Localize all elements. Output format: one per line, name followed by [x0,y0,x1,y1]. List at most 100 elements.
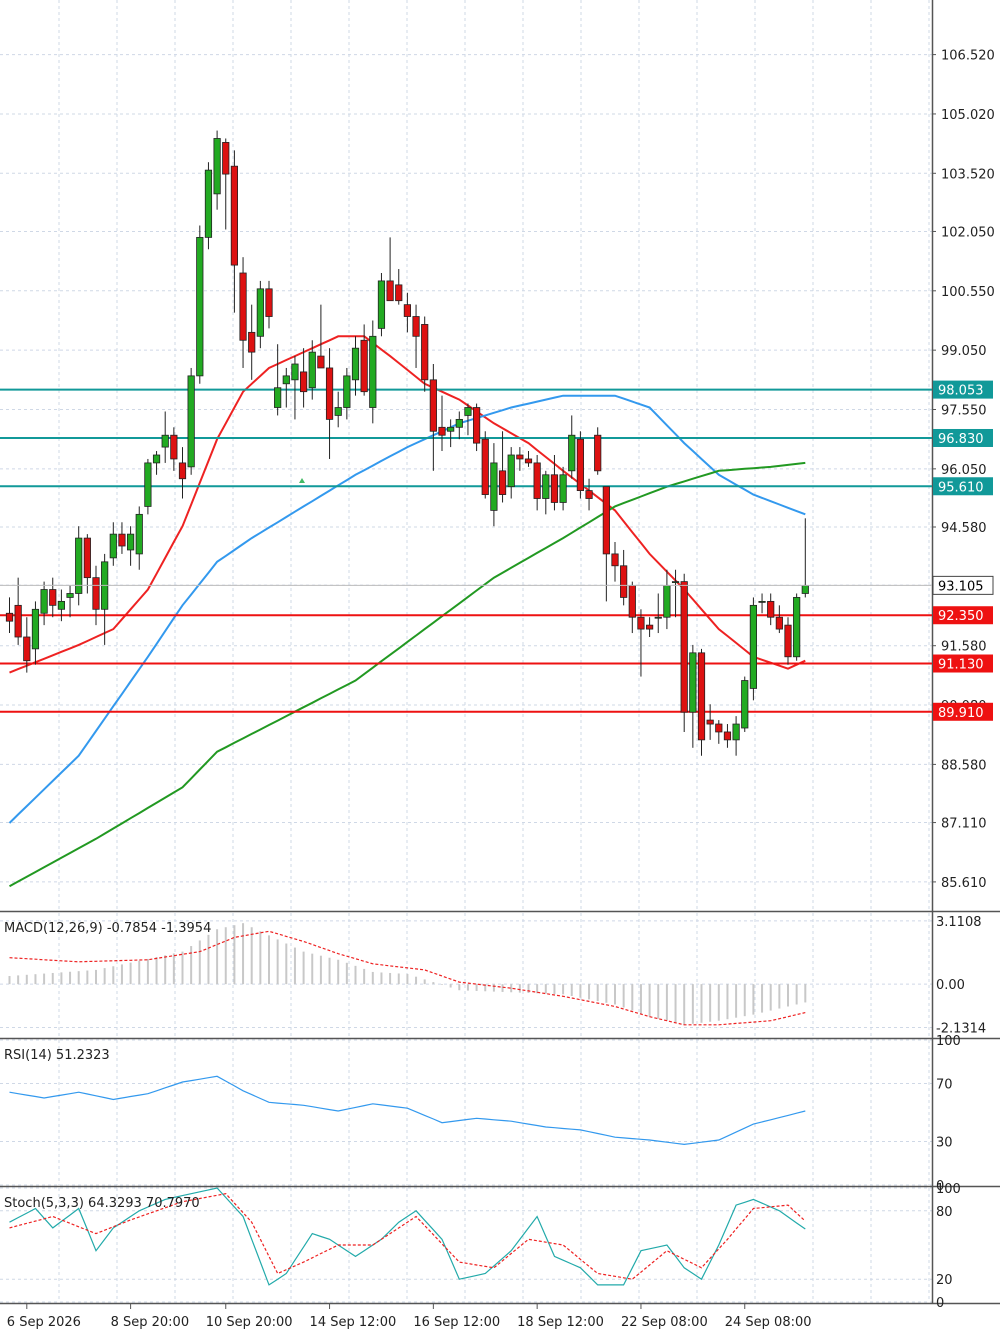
candle-body [732,723,740,741]
candle-body [196,236,204,377]
candle-body [135,513,143,555]
moving-average-line [9,335,806,674]
candle [741,676,749,732]
candle [377,273,386,337]
candle-body [325,367,334,420]
candle-body [585,490,593,499]
candle [40,581,48,626]
candle-body [481,438,489,495]
candle-body [299,371,308,393]
candle [550,455,559,511]
candle-body [351,347,360,381]
candle [308,340,316,400]
time-tick-label: 18 Sep 12:00 [517,1315,604,1330]
level-price-label: 95.610 [938,480,984,495]
candle-body [715,723,723,733]
candle-body [49,589,57,606]
candle [31,601,40,665]
candle [620,549,628,606]
level-price-label: 89.910 [938,706,984,721]
candle [170,427,178,471]
candle [386,237,394,302]
macd-signal-line [9,930,806,1026]
candle-body [118,533,126,547]
candle [542,470,550,515]
candle-body [144,462,152,507]
candle [646,617,654,637]
candle [663,569,671,630]
candle [680,573,688,732]
candle [524,451,533,467]
candle [239,257,247,368]
rsi-tick-label: 0 [936,1179,944,1194]
candle-body [490,462,498,511]
candle [204,162,213,250]
candle [784,617,792,665]
candle-body [230,165,238,266]
candle [222,138,230,230]
candle [49,577,57,618]
candle-body [498,470,507,495]
candle-body [178,462,187,480]
candle-body [403,304,412,317]
candle-body [801,585,809,594]
price-tick-label: 97.550 [941,404,987,419]
candle [689,644,697,748]
candle-body [663,585,671,618]
candle [472,403,481,452]
macd-histogram [8,923,807,1025]
candle [447,419,455,448]
candle [291,356,299,420]
candle [118,522,126,554]
candle [490,443,498,527]
candle-body [767,600,775,618]
candle [421,316,429,392]
candle-body [395,284,403,302]
level-price-tag [933,702,993,721]
price-tick-label: 102.050 [941,225,995,240]
candle-body [542,474,550,499]
stoch-main-line [9,1187,806,1286]
candle [196,225,204,384]
time-tick-label: 14 Sep 12:00 [310,1315,397,1330]
candle-body [594,434,602,472]
candle-body [775,616,783,630]
rsi-line [9,1075,806,1146]
candle-body [611,553,619,567]
candle-body [524,458,533,464]
candle-body [559,474,567,503]
candle-body [447,426,455,432]
candle-body [507,454,515,488]
level-price-label: 91.130 [938,658,984,673]
candle [732,716,740,756]
candle-body [204,169,213,238]
candle-body [628,585,636,618]
candle [135,506,143,570]
candle [533,455,541,511]
candle-body [274,387,282,408]
candle-body [222,142,230,175]
price-tick-label: 88.580 [941,758,987,773]
macd-tick-label: 3.1108 [936,915,982,930]
price-tick-label: 103.520 [941,167,995,182]
candle-body [152,454,161,464]
moving-average-line [8,394,806,824]
price-tick-label: 106.520 [941,49,995,64]
level-price-tag [933,606,993,625]
candle [671,569,680,618]
price-tick-label: 96.050 [941,463,987,478]
candle-body [343,375,351,408]
candle-body [256,288,264,337]
candle [758,593,766,614]
candle [351,336,360,396]
candle [343,367,351,420]
candle [14,577,22,645]
candle [464,403,472,436]
candle-body [793,597,801,658]
candle [334,391,342,428]
stoch-tick-label: 0 [936,1296,944,1311]
candle-body [386,280,394,302]
candle [767,593,775,626]
candle [715,720,723,744]
stoch-label: Stoch(5,3,3) 64.3293 70.7970 [4,1196,200,1211]
